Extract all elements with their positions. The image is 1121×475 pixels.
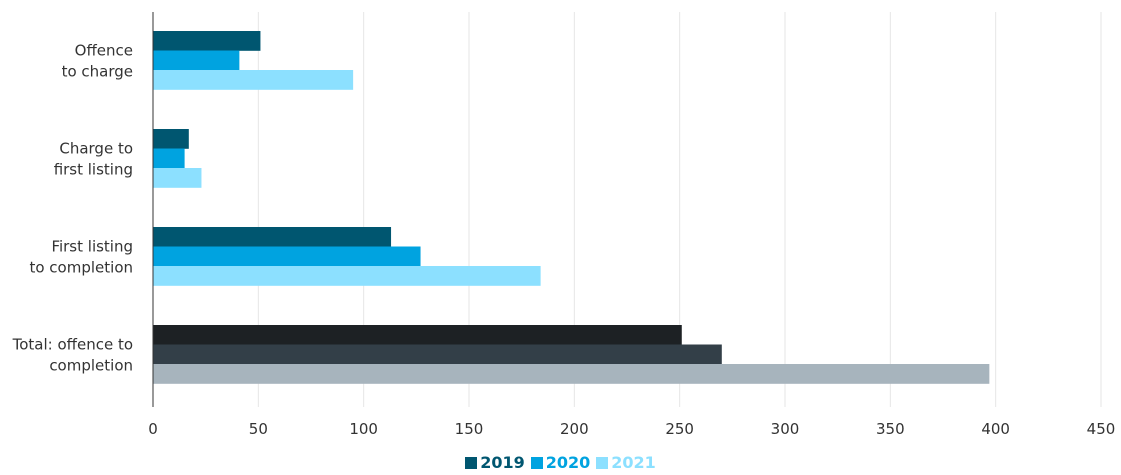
x-tick-label: 450 — [1087, 420, 1116, 438]
category-label: Total: offence to — [12, 335, 133, 353]
legend-label: 2020 — [545, 453, 591, 472]
x-tick-label: 350 — [876, 420, 905, 438]
category-labels: Offence to charge Charge to first listing Fi… — [12, 41, 133, 374]
legend-swatch — [530, 457, 543, 469]
bar-2020-category-4 — [153, 344, 722, 365]
x-tick-label: 200 — [560, 420, 589, 438]
bar-2020-category-1 — [153, 50, 240, 71]
x-tick-label: 0 — [148, 420, 158, 438]
category-label: First listing — [51, 237, 133, 255]
legend-item-2019: 2019 — [465, 453, 525, 472]
bar-2021-category-3 — [153, 266, 541, 286]
legend-label: 2021 — [611, 453, 656, 472]
x-tick-label: 100 — [349, 420, 378, 438]
legend-item-2020: 2020 — [530, 453, 591, 472]
x-tick-label: 400 — [981, 420, 1010, 438]
gridlines — [257, 12, 1102, 407]
legend-swatch — [596, 457, 609, 469]
bar-2021-category-4 — [153, 364, 990, 384]
x-tick-label: 50 — [249, 420, 268, 438]
x-tick-label: 250 — [665, 420, 694, 438]
category-label: to charge — [62, 62, 133, 80]
category-label: first listing — [54, 160, 133, 178]
bars — [153, 31, 990, 384]
legend-item-2021: 2021 — [596, 453, 656, 472]
bar-2019-category-2 — [153, 129, 189, 149]
legend: 2019 2020 2021 — [0, 453, 1121, 472]
legend-label: 2019 — [480, 453, 525, 472]
bar-2019-category-1 — [153, 31, 261, 51]
category-label: Offence — [75, 41, 133, 59]
bar-2020-category-2 — [153, 148, 185, 169]
x-axis-tick-labels: 0 50 100 150 200 250 300 350 400 450 — [148, 420, 1115, 438]
bar-2019-category-3 — [153, 227, 392, 247]
x-tick-label: 300 — [771, 420, 800, 438]
bar-2021-category-1 — [153, 70, 354, 90]
bar-chart: 0 50 100 150 200 250 300 350 400 450 Offence to ch… — [12, 12, 1115, 438]
bar-2021-category-2 — [153, 168, 202, 188]
legend-swatch — [465, 457, 478, 469]
bar-2020-category-3 — [153, 246, 421, 267]
category-label: completion — [49, 356, 133, 374]
category-label: to completion — [29, 258, 133, 276]
x-tick-label: 150 — [455, 420, 484, 438]
category-label: Charge to — [59, 139, 133, 157]
bar-2019-category-4 — [153, 325, 682, 345]
